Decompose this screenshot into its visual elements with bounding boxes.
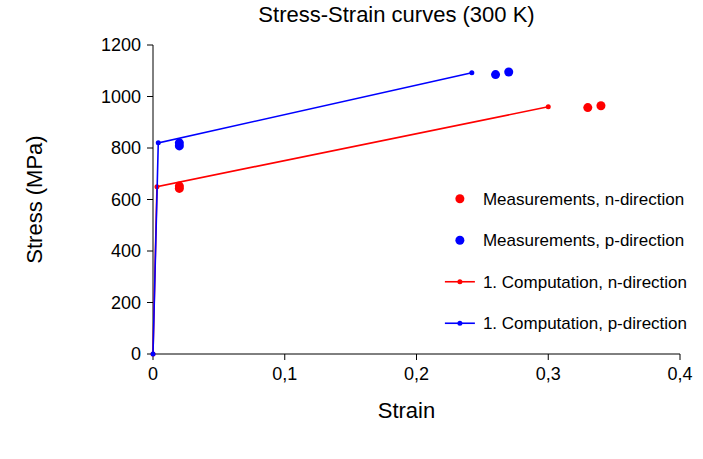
x-axis-title: Strain xyxy=(378,398,435,423)
line-vertex xyxy=(151,352,156,357)
x-tick xyxy=(416,354,417,360)
measurement-point xyxy=(491,70,500,79)
legend-label: Measurements, p-direction xyxy=(483,231,684,250)
x-tick-label: 0,2 xyxy=(404,364,429,384)
y-tick xyxy=(147,251,153,252)
legend-symbol xyxy=(455,194,464,203)
y-axis-title: Stress (MPa) xyxy=(22,135,47,263)
x-tick xyxy=(680,354,681,360)
line-vertex xyxy=(469,70,474,75)
y-tick-label: 1200 xyxy=(101,35,141,55)
y-tick-label: 200 xyxy=(111,293,141,313)
chart: Stress-Strain curves (300 K) 0 200 400 600 80… xyxy=(0,0,703,459)
line-vertex xyxy=(151,352,156,357)
line-vertex xyxy=(546,104,551,109)
y-tick-label: 0 xyxy=(131,344,141,364)
y-tick xyxy=(147,148,153,149)
y-tick xyxy=(147,96,153,97)
line-vertex xyxy=(156,140,161,145)
legend-label: 1. Computation, n-direction xyxy=(483,273,687,292)
x-tick-label: 0,1 xyxy=(272,364,297,384)
x-tick xyxy=(548,354,549,360)
measurement-point xyxy=(175,138,184,147)
x-tick-label: 0,4 xyxy=(667,364,692,384)
computation-line xyxy=(153,73,472,354)
y-tick-label: 800 xyxy=(111,138,141,158)
y-tick-label: 1000 xyxy=(101,87,141,107)
x-tick-label: 0,3 xyxy=(536,364,561,384)
y-tick-label: 400 xyxy=(111,241,141,261)
x-tick-label: 0 xyxy=(148,364,158,384)
legend: Measurements, n-direction Measurements, p… xyxy=(445,190,687,334)
legend-symbol xyxy=(457,279,462,284)
plot-data xyxy=(151,68,606,357)
measurement-point xyxy=(596,101,605,110)
legend-label: Measurements, n-direction xyxy=(483,190,684,209)
y-tick xyxy=(147,199,153,200)
title: Stress-Strain curves (300 K) xyxy=(258,2,534,27)
measurement-point xyxy=(504,68,513,77)
measurement-point xyxy=(583,103,592,112)
legend-label: 1. Computation, p-direction xyxy=(483,314,687,333)
x-tick xyxy=(284,354,285,360)
y-tick xyxy=(147,302,153,303)
legend-symbol xyxy=(457,321,462,326)
y-tick xyxy=(147,45,153,46)
legend-symbol xyxy=(455,236,464,245)
y-tick-label: 600 xyxy=(111,190,141,210)
